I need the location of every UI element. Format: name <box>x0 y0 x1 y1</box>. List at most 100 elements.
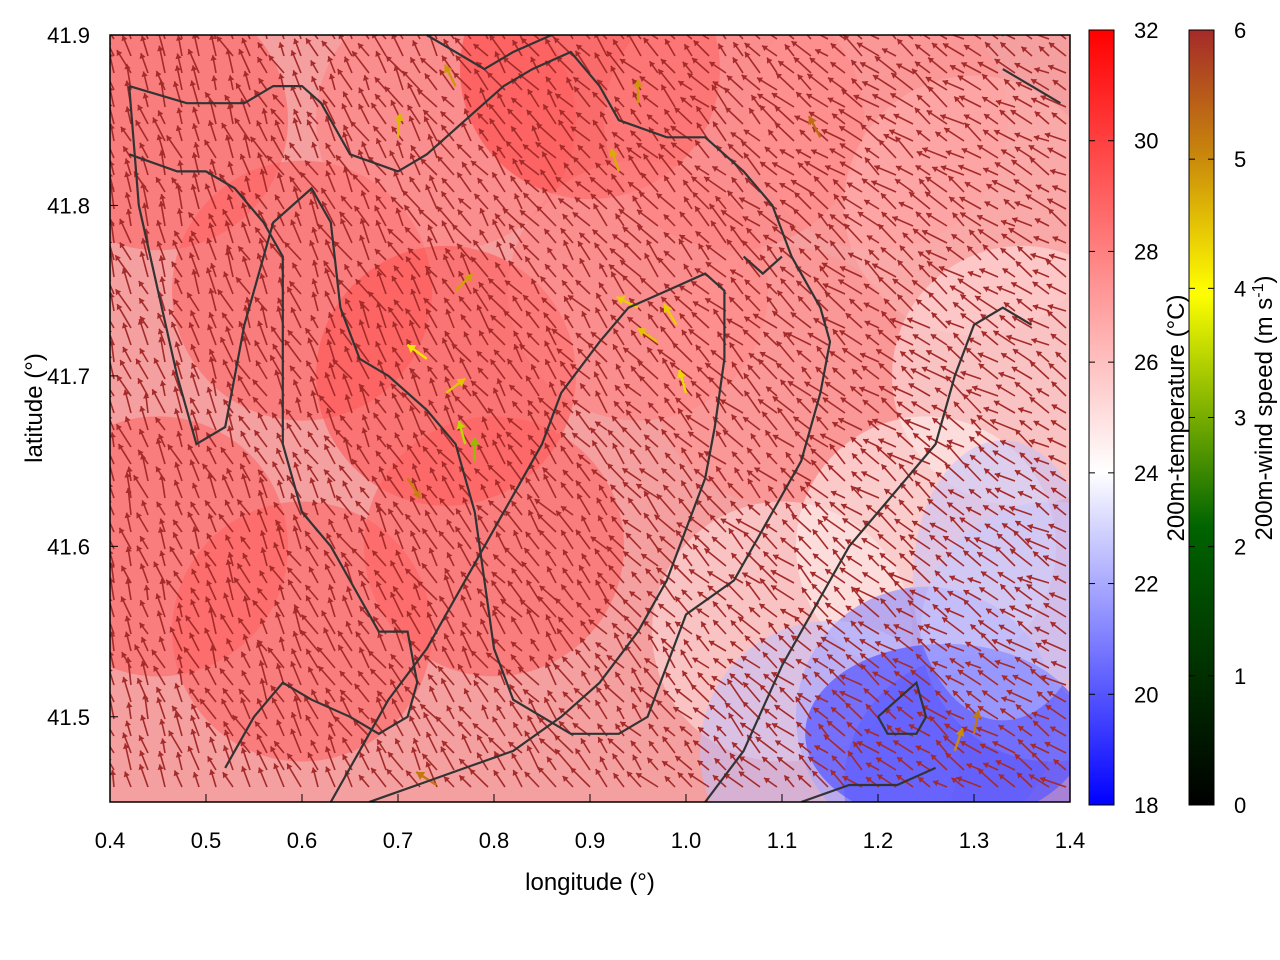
wind-arrow-head <box>305 545 312 552</box>
wind-arrow-head <box>688 329 695 335</box>
wind-arrow-head <box>983 167 990 174</box>
wind-arrow-head <box>437 206 443 213</box>
wind-arrow-head <box>580 620 587 627</box>
wind-arrow-head <box>663 383 670 390</box>
wind-arrow-head <box>216 36 223 43</box>
wind-arrow-head <box>562 401 569 408</box>
wind-arrow-head <box>211 75 218 82</box>
wind-arrow-head <box>945 375 952 382</box>
wind-arrow-head <box>375 502 382 509</box>
wind-arrow-head <box>444 568 451 575</box>
wind-arrow-head <box>978 620 985 626</box>
wind-arrow <box>519 35 523 40</box>
wind-arrow-head <box>776 341 783 348</box>
wind-arrow-head <box>724 702 731 709</box>
wind-arrow-head <box>646 702 652 709</box>
wind-arrow-head <box>791 514 798 521</box>
wind-arrow-head <box>929 666 936 673</box>
wind-arrow-head <box>731 361 738 368</box>
wind-arrow-head <box>709 203 716 210</box>
wind-arrow-head <box>311 291 318 298</box>
wind-arrow-head <box>784 44 791 51</box>
wind-arrow-head <box>691 28 697 34</box>
wind-arrow-head <box>839 567 846 574</box>
wind-arrow-head <box>927 499 934 505</box>
wind-arrow-head <box>156 687 162 694</box>
wind-arrow-head <box>796 398 803 404</box>
wind-arrow-head <box>980 26 986 32</box>
wind-arrow-head <box>138 428 145 435</box>
wind-arrow-head <box>961 726 968 733</box>
wind-arrow-head <box>845 654 852 661</box>
wind-arrow-head <box>984 468 991 475</box>
wind-arrow-head <box>695 483 702 490</box>
wind-arrow-head <box>759 638 766 644</box>
wind-arrow-head <box>678 498 685 505</box>
wind-arrow-head <box>960 313 967 319</box>
wind-arrow-head <box>390 560 396 567</box>
wind-arrow-head <box>388 752 394 758</box>
wind-arrow-head <box>673 564 680 571</box>
wind-arrow-head <box>391 21 396 27</box>
wind-arrow-head <box>595 579 602 586</box>
wind-arrow-head <box>692 192 699 199</box>
wind-arrow-head <box>563 240 569 247</box>
wind-arrow-head <box>104 381 109 387</box>
wind-arrow <box>265 35 268 40</box>
wind-arrow-head <box>238 617 244 624</box>
wind-arrow-head <box>1008 228 1015 234</box>
wind-arrow-head <box>984 201 991 207</box>
wind-arrow-head <box>816 625 823 631</box>
wind-arrow-head <box>704 176 711 183</box>
wind-arrow-head <box>241 670 248 677</box>
wind-arrow-head <box>572 432 579 439</box>
wind-arrow-head <box>945 320 952 327</box>
wind-arrow-head <box>690 684 697 691</box>
wind-arrow-head <box>690 95 697 102</box>
wind-arrow-head <box>768 485 774 492</box>
wind-arrow-head <box>811 583 818 590</box>
wind-arrow-head <box>751 95 757 102</box>
wind-arrow-head <box>457 447 464 453</box>
wind-arrow-head <box>336 495 342 502</box>
wind-arrow-head <box>459 357 466 364</box>
wind-arrow-head <box>135 358 142 365</box>
wind-arrow-head <box>307 464 313 471</box>
wind-arrow-head <box>595 642 602 649</box>
wind-arrow-head <box>982 690 989 697</box>
wind-arrow <box>313 35 319 40</box>
wind-arrow-head <box>445 392 452 399</box>
wind-arrow-head <box>119 527 125 534</box>
wind-arrow-head <box>606 546 613 553</box>
wind-arrow-head <box>610 484 617 491</box>
wind-arrow-head <box>172 81 180 88</box>
wind-arrow-head <box>545 326 552 332</box>
wind-arrow-head <box>558 198 565 205</box>
wind-arrow-head <box>545 38 551 45</box>
wind-arrow-head <box>818 723 825 730</box>
wind-arrow-head <box>116 50 123 57</box>
wind-arrow-head <box>555 598 562 605</box>
wind-arrow-head <box>358 234 366 241</box>
wind-arrow <box>450 35 455 40</box>
wind-arrow <box>110 694 115 720</box>
wind-arrow-head <box>257 42 264 49</box>
wind-arrow-head <box>1016 298 1023 305</box>
wind-arrow-head <box>307 431 314 438</box>
wind-arrow-head <box>441 220 448 227</box>
wind-arrow-head <box>659 144 666 150</box>
wind-arrow-head <box>240 651 247 658</box>
wind-arrow-head <box>207 513 214 520</box>
wind-arrow-head <box>290 728 297 735</box>
wind-arrow-head <box>589 177 596 183</box>
wind-arrow-head <box>441 96 448 103</box>
wind-arrow-head <box>786 332 793 338</box>
wind-arrow-head <box>558 119 564 126</box>
wind-arrow-head <box>274 369 281 376</box>
wind-arrow-head <box>895 179 902 185</box>
wind-arrow-head <box>632 754 639 761</box>
wind-arrow-head <box>394 432 401 439</box>
wind-arrow-head <box>345 24 351 30</box>
wind-arrow-head <box>957 278 964 285</box>
wind-arrow-head <box>357 260 363 267</box>
